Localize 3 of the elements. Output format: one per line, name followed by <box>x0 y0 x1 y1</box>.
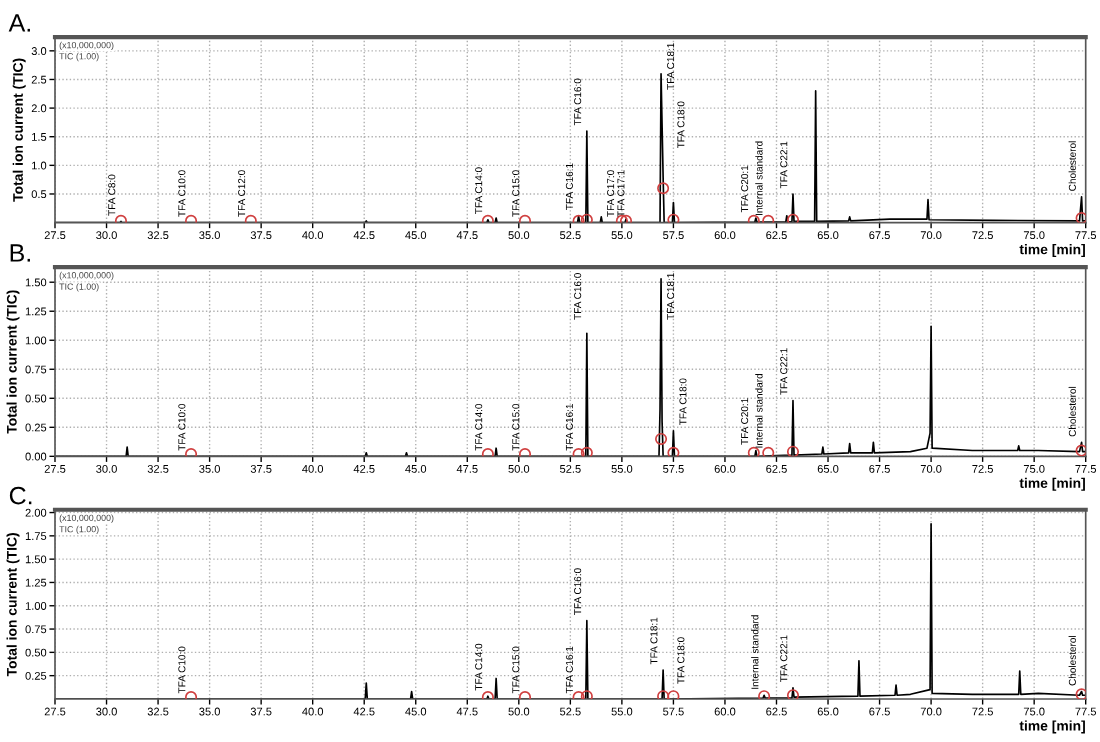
chart-title: A. <box>8 14 30 32</box>
chart-title: C. <box>9 486 32 505</box>
chart-title: B. <box>10 244 30 262</box>
